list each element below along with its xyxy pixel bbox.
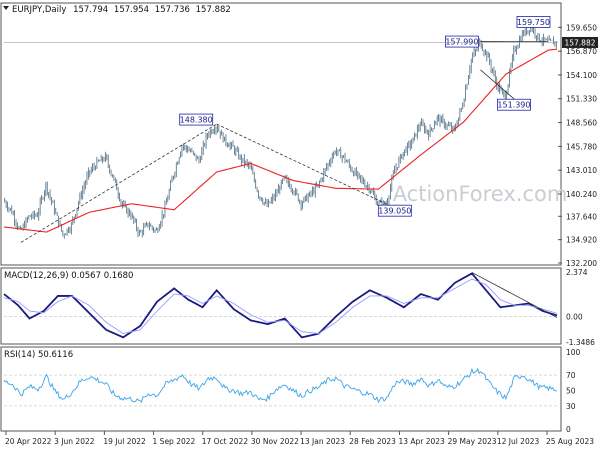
price-annotation-label: 157.990 xyxy=(445,38,478,47)
x-axis-tick-label: 25 Aug 2023 xyxy=(546,437,594,446)
rsi-y-tick-label: 100 xyxy=(566,348,581,357)
symbol-name: EURJPY,Daily xyxy=(12,5,66,15)
x-axis-tick-label: 1 Sep 2022 xyxy=(153,437,196,446)
rsi-panel-title: RSI(14) 50.6116 xyxy=(4,350,73,360)
price-y-tick-label: 145.780 xyxy=(566,142,597,151)
macd-y-tick-label: 2.374 xyxy=(566,268,588,277)
macd-y-tick-label: 0.00 xyxy=(566,313,583,322)
close-value: 157.882 xyxy=(196,5,231,15)
price-annotation-label: 139.050 xyxy=(378,207,411,216)
price-y-tick-label: 159.650 xyxy=(566,23,597,32)
x-axis-tick-label: 12 Jul 2023 xyxy=(497,437,540,446)
price-y-tick-label: 143.010 xyxy=(566,166,597,175)
price-annotation-label: 159.750 xyxy=(517,18,550,27)
symbol-header: EURJPY,Daily 157.794 157.954 157.736 157… xyxy=(3,5,231,15)
macd-y-tick-label: -1.3486 xyxy=(566,338,595,347)
price-y-tick-label: 134.920 xyxy=(566,236,597,245)
price-y-tick-label: 156.870 xyxy=(566,47,597,56)
rsi-y-tick-label: 0 xyxy=(566,425,571,434)
rsi-y-tick-label: 30 xyxy=(566,402,576,411)
x-axis-tick-label: 13 Jan 2023 xyxy=(300,437,345,446)
price-y-tick-label: 132.200 xyxy=(566,259,597,268)
low-value: 157.736 xyxy=(155,5,190,15)
x-axis-tick-label: 20 Apr 2022 xyxy=(5,437,52,446)
x-axis-tick-label: 17 Oct 2022 xyxy=(202,437,249,446)
x-axis-tick-label: 28 Feb 2023 xyxy=(349,437,396,446)
current-price-label: 157.882 xyxy=(564,38,595,47)
svg-text:EURJPY,Daily 157.794: EURJPY,Daily 157.794 157.954 157.736 157… xyxy=(12,5,231,15)
macd-panel-title: MACD(12,26,9) 0.0567 0.1680 xyxy=(4,271,133,281)
price-y-tick-label: 137.640 xyxy=(566,212,597,221)
price-annotation-label: 151.390 xyxy=(497,101,530,110)
price-y-tick-label: 151.330 xyxy=(566,95,597,104)
x-axis-tick-label: 30 Nov 2022 xyxy=(251,437,299,446)
rsi-panel-frame xyxy=(1,347,561,431)
x-axis-tick-label: 3 Jun 2022 xyxy=(54,437,95,446)
x-axis-tick-label: 29 May 2023 xyxy=(448,437,497,446)
high-value: 157.954 xyxy=(114,5,149,15)
price-y-tick-label: 148.560 xyxy=(566,119,597,128)
rsi-y-tick-label: 70 xyxy=(566,371,576,380)
open-value: 157.794 xyxy=(73,5,108,15)
price-y-tick-label: 154.100 xyxy=(566,71,597,80)
watermark: ActionForex.com xyxy=(393,182,568,206)
x-axis-tick-label: 13 Apr 2023 xyxy=(398,437,445,446)
price-annotation-label: 148.380 xyxy=(180,116,213,125)
price-y-tick-label: 140.240 xyxy=(566,190,597,199)
rsi-y-tick-label: 50 xyxy=(566,387,576,396)
x-axis-tick-label: 19 Jul 2022 xyxy=(103,437,146,446)
